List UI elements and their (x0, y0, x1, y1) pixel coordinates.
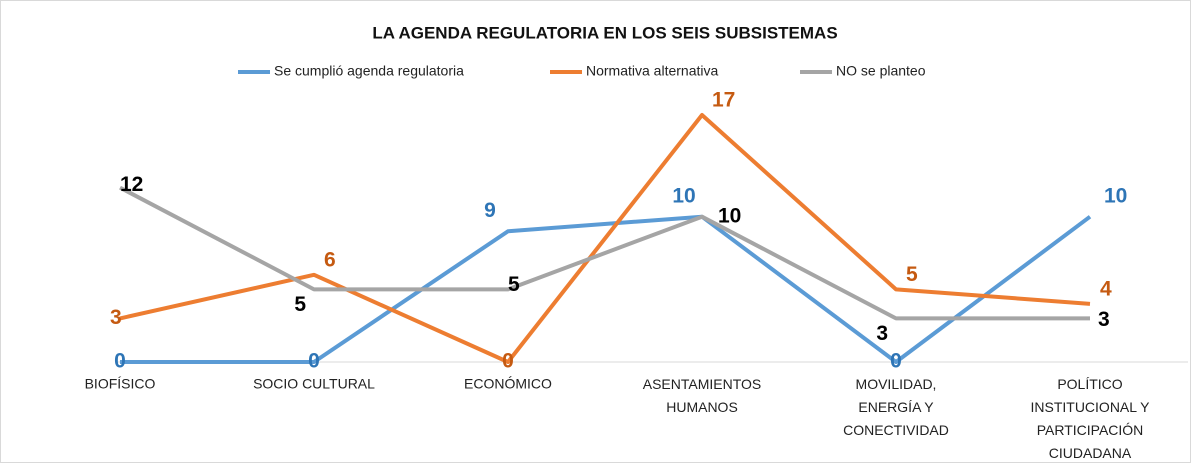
series-line (119, 113, 1091, 364)
series-line (120, 214, 1092, 364)
data-label: 9 (484, 199, 496, 222)
data-label: 17 (712, 89, 735, 112)
data-label: 4 (1100, 277, 1112, 300)
x-tick-label: ASENTAMIENTOS HUMANOS (643, 376, 762, 415)
data-label: 3 (110, 306, 122, 329)
data-label: 5 (906, 263, 918, 286)
series-line (119, 185, 1090, 321)
data-label: 0 (890, 350, 902, 373)
x-tick-label: POLÍTICO INSTITUCIONAL Y PARTICIPACIÓN CIUD… (1030, 376, 1150, 461)
data-label: 0 (502, 350, 514, 373)
x-tick-label: MOVILIDAD, ENERGÍA Y CONECTIVIDAD (843, 376, 949, 438)
data-label: 6 (324, 248, 336, 271)
data-label: 3 (876, 322, 888, 345)
data-label: 3 (1098, 308, 1110, 331)
data-label: 10 (672, 184, 695, 207)
legend-label: Se cumplió agenda regulatoria (274, 63, 464, 79)
data-label: 5 (294, 293, 306, 316)
data-label: 10 (1104, 184, 1127, 207)
data-label: 0 (114, 350, 126, 373)
x-tick-label: BIOFÍSICO (85, 376, 156, 392)
legend-label: NO se planteo (836, 63, 926, 79)
data-label: 5 (508, 273, 520, 296)
legend-label: Normativa alternativa (586, 63, 718, 79)
chart-title: LA AGENDA REGULATORIA EN LOS SEIS SUBSIS… (372, 23, 837, 42)
data-label: 12 (120, 173, 143, 196)
data-label: 0 (308, 350, 320, 373)
data-label: 10 (718, 204, 741, 227)
x-tick-label: SOCIO CULTURAL (253, 376, 375, 392)
x-tick-label: ECONÓMICO (464, 376, 552, 392)
